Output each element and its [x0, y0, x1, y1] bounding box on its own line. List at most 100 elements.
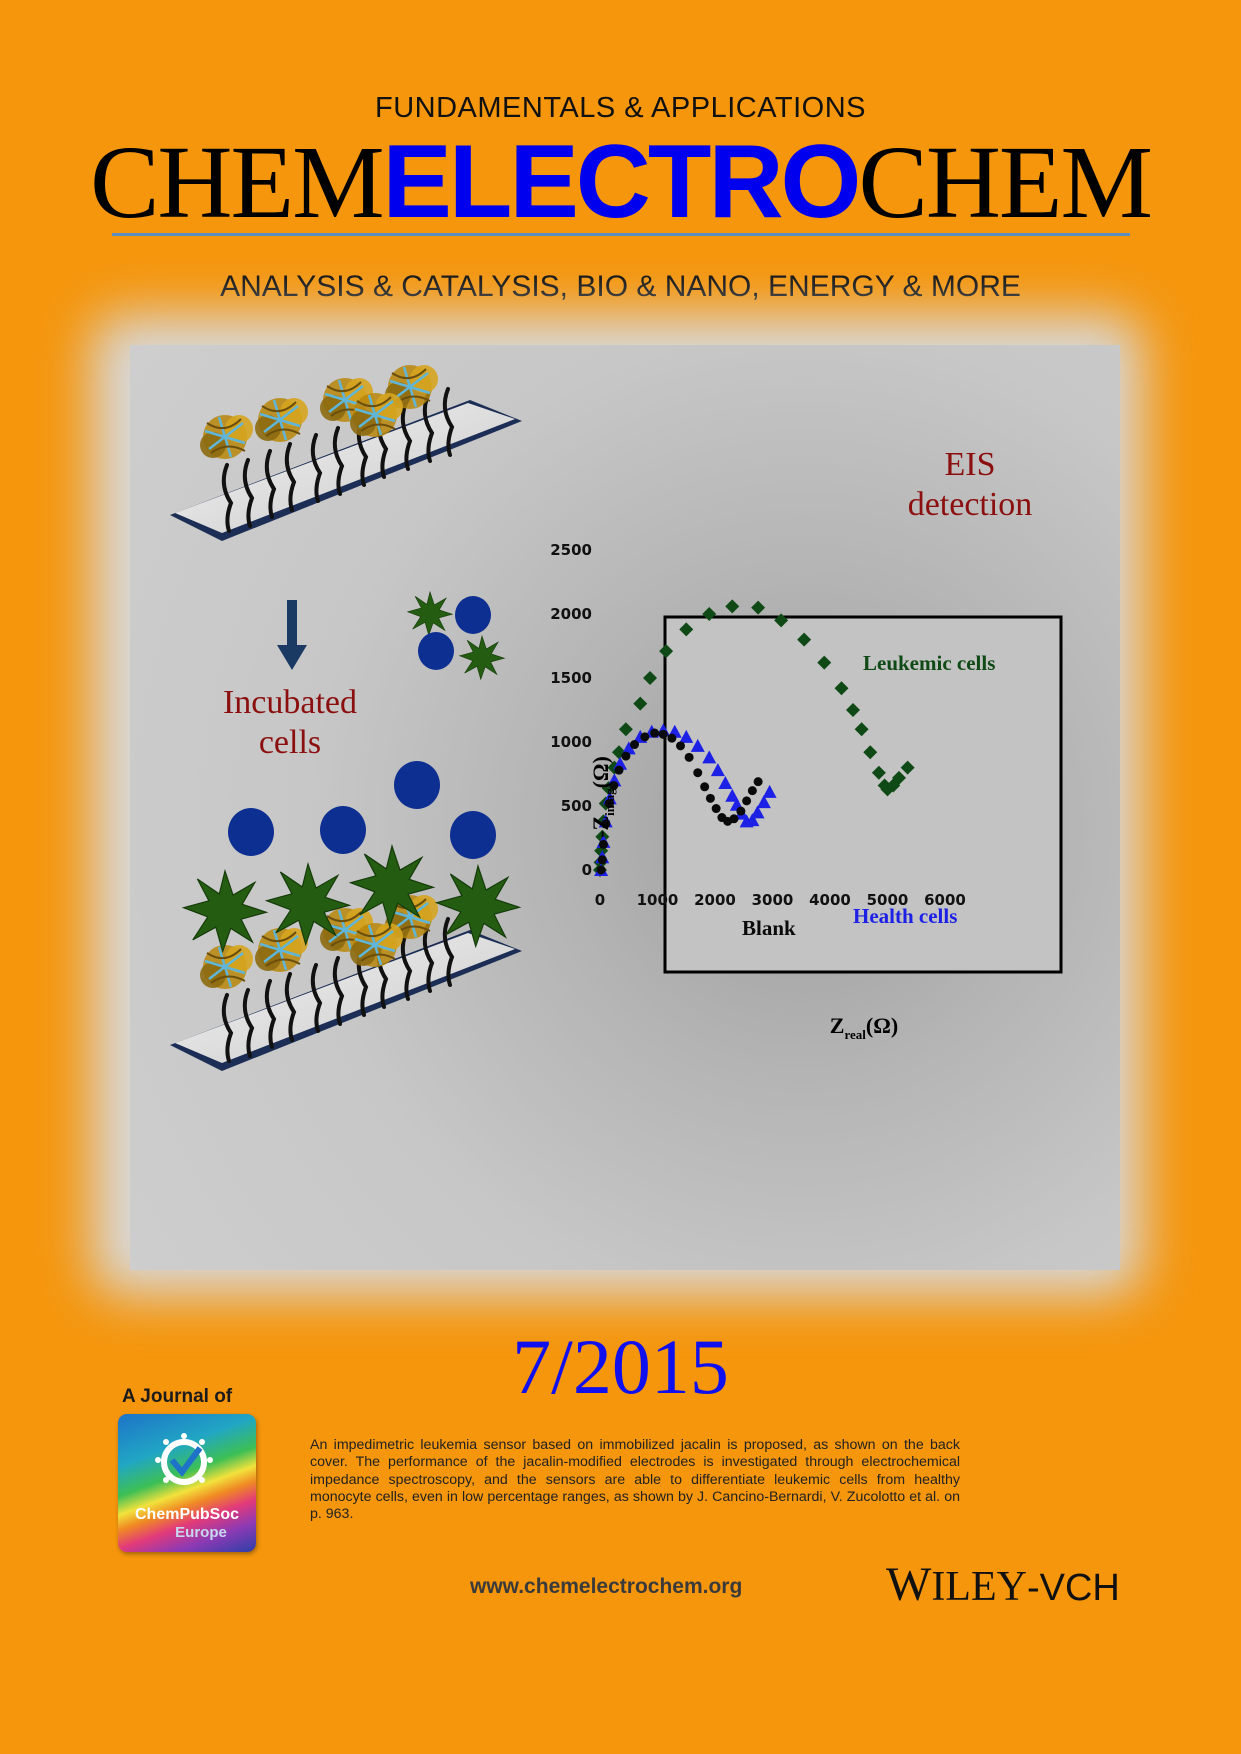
cover-artwork: Incubated cells EIS detection 0 1000 2000 3… [170, 363, 1063, 1071]
issue-number: 7/2015 [512, 1323, 729, 1410]
x-tick-label: 4000 [809, 891, 851, 909]
data-point-series-2 [621, 751, 631, 761]
x-tick-label: 5000 [867, 891, 909, 909]
data-point-series-2 [604, 798, 614, 808]
legend-blank: Blank [742, 916, 796, 940]
data-point-series-2 [650, 728, 660, 738]
stars-circle-icon [155, 1433, 213, 1485]
data-point-series-0 [643, 671, 658, 685]
y-tick-label: 1000 [550, 733, 592, 751]
top-electrode [170, 363, 522, 541]
journal-subtitle: ANALYSIS & CATALYSIS, BIO & NANO, ENERGY… [220, 270, 1021, 303]
data-point-series-2 [700, 782, 710, 792]
x-tick-label: 0 [595, 891, 605, 909]
data-point-series-0 [834, 681, 849, 696]
x-tick-label: 3000 [752, 891, 794, 909]
data-point-series-2 [601, 819, 611, 829]
data-point-series-2 [693, 768, 703, 778]
data-point-series-0 [797, 632, 812, 647]
data-point-series-0 [871, 765, 886, 780]
data-point-series-1 [745, 813, 760, 827]
chempubsoc-logo: ChemPubSoc Europe [118, 1414, 256, 1552]
data-point-series-2 [753, 777, 763, 787]
x-tick-label: 1000 [637, 891, 679, 909]
cell-group [228, 761, 496, 859]
down-arrow [277, 600, 307, 670]
data-point-series-1 [690, 738, 705, 752]
data-point-series-2 [630, 740, 639, 750]
journal-kicker: FUNDAMENTALS & APPLICATIONS [374, 92, 867, 124]
data-point-series-0 [854, 722, 869, 737]
data-point-series-2 [609, 781, 619, 791]
data-point-series-2 [676, 741, 685, 751]
data-point-series-1 [718, 775, 733, 789]
y-tick-label: 0 [582, 861, 592, 879]
eis-label: EIS [945, 446, 996, 483]
data-point-series-2 [596, 865, 606, 875]
data-point-series-0 [702, 607, 717, 621]
cells-legend [407, 591, 505, 680]
data-point-series-0 [601, 781, 616, 796]
data-point-series-2 [684, 752, 694, 762]
y-tick-label: 2000 [550, 605, 592, 623]
data-point-series-1 [756, 795, 771, 809]
x-tick-label: 6000 [924, 891, 966, 909]
legend-health: Health cells [853, 904, 957, 928]
data-point-series-1 [710, 763, 725, 777]
data-point-series-1 [725, 788, 740, 802]
y-tick-label: 500 [561, 797, 592, 815]
logo-text: ChemPubSoc [134, 1506, 239, 1523]
title-chem-left: CHEM [90, 125, 384, 240]
data-point-series-0 [846, 703, 860, 717]
publisher-name: ILEY [931, 1564, 1027, 1610]
data-point-series-1 [750, 805, 765, 819]
journal-of-label: A Journal of [122, 1386, 233, 1407]
data-point-series-0 [618, 722, 633, 737]
data-point-series-0 [725, 599, 740, 614]
bottom-electrode [170, 845, 522, 1071]
title-rule [112, 233, 1130, 236]
title-chem-right: CHEM [858, 125, 1152, 240]
data-point-series-1 [702, 750, 717, 764]
publisher-initial: W [886, 1558, 932, 1611]
data-point-series-0 [659, 644, 674, 659]
y-axis-label: -Zimag(Ω) [588, 756, 617, 838]
incubated-label: Incubated [223, 684, 357, 721]
data-point-series-2 [742, 796, 752, 806]
data-point-series-2 [705, 793, 715, 803]
x-axis-label: Zreal(Ω) [830, 1013, 898, 1042]
data-point-series-0 [900, 760, 915, 775]
logo-subtext: Europe [175, 1524, 227, 1541]
data-point-series-0 [679, 622, 694, 637]
data-point-series-0 [751, 600, 766, 615]
data-point-series-2 [736, 806, 746, 816]
chart-frame [663, 615, 1063, 974]
publisher-logo: WILEY-VCH [886, 1557, 1120, 1612]
data-point-series-2 [614, 765, 624, 775]
legend-leukemic: Leukemic cells [863, 651, 995, 675]
data-point-series-1 [762, 784, 777, 798]
publisher-suffix: -VCH [1026, 1567, 1120, 1609]
data-point-series-2 [658, 729, 668, 739]
data-point-series-2 [597, 855, 607, 865]
cover-abstract: An impedimetric leukemia sensor based on… [310, 1437, 960, 1523]
data-point-series-2 [729, 814, 739, 824]
data-point-series-1 [621, 741, 636, 755]
data-point-series-2 [747, 786, 757, 796]
y-tick-label: 1500 [550, 669, 592, 687]
data-point-series-2 [598, 839, 608, 849]
x-tick-label: 2000 [694, 891, 736, 909]
title-electro: ELECTRO [382, 124, 862, 240]
data-point-series-2 [711, 804, 721, 814]
data-point-series-0 [817, 655, 832, 670]
data-point-series-0 [863, 745, 878, 760]
data-point-series-1 [679, 729, 694, 743]
journal-url[interactable]: www.chemelectrochem.org [470, 1575, 743, 1598]
data-point-series-2 [667, 733, 677, 743]
data-point-series-0 [633, 696, 648, 711]
y-tick-label: 2500 [550, 541, 592, 559]
journal-title: CHEMELECTROCHEM [0, 130, 1241, 235]
data-point-series-2 [640, 732, 650, 742]
data-point-series-0 [774, 613, 789, 628]
eis-label-line2: detection [908, 486, 1033, 523]
